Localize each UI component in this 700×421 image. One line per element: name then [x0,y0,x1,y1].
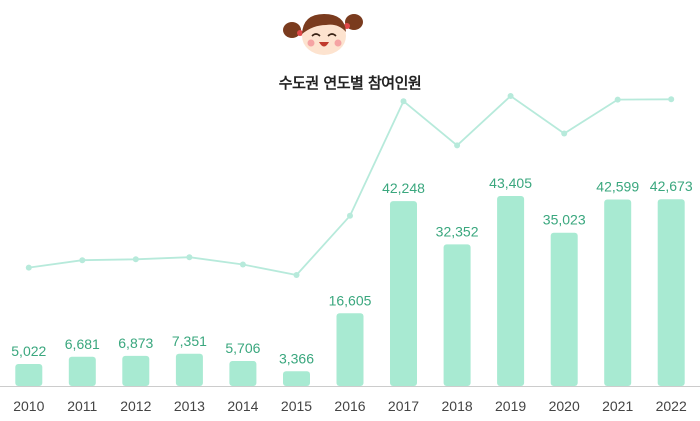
bar-2022 [657,199,685,386]
line-point-2015 [293,272,300,278]
bar-2014 [229,361,257,386]
x-tick-2016: 2016 [334,398,365,414]
line-point-2022 [668,96,675,103]
x-tick-2013: 2013 [174,398,205,414]
data-label-2020: 35,023 [543,212,586,228]
bar-2021 [604,199,632,386]
bar-2012 [122,355,150,386]
line-point-2019 [507,93,514,99]
bar-2010 [15,364,43,386]
data-label-2022: 42,673 [650,178,693,194]
data-label-2010: 5,022 [11,343,46,359]
data-label-2018: 32,352 [436,223,479,239]
data-label-2019: 43,405 [489,175,532,191]
data-label-2021: 42,599 [596,179,639,195]
bar-2013 [175,353,203,386]
bar-2015 [283,371,310,386]
bar-2019 [497,196,525,386]
data-label-2011: 6,681 [65,336,100,352]
data-label-2014: 5,706 [225,340,260,356]
x-tick-2012: 2012 [120,398,151,414]
line-point-2016 [347,212,353,219]
x-tick-2019: 2019 [495,398,526,414]
girl-face-icon [283,14,363,55]
line-point-2012 [132,256,139,263]
x-tick-2011: 2011 [67,398,97,414]
bar-2017 [390,201,417,386]
line-point-2018 [454,142,461,149]
line-point-2011 [79,257,86,264]
line-point-2013 [186,254,193,261]
bar-2018 [443,244,471,386]
line-point-2014 [239,261,246,268]
x-tick-2020: 2020 [549,398,580,414]
chart-title: 수도권 연도별 참여인원 [278,74,422,92]
data-label-2016: 16,605 [329,292,372,308]
data-label-2017: 42,248 [382,180,425,196]
line-point-2020 [561,130,568,137]
x-tick-2017: 2017 [388,398,419,414]
line-point-2021 [614,96,621,103]
bar-2020 [550,232,578,386]
x-tick-2010: 2010 [13,398,44,414]
line-point-2017 [400,98,407,105]
bar-2011 [68,356,96,386]
bar-2016 [336,313,364,386]
data-label-2012: 6,873 [118,335,153,351]
data-label-2013: 7,351 [172,333,207,349]
x-tick-2021: 2021 [602,398,633,414]
line-point-2010 [25,264,32,271]
data-label-2015: 3,366 [279,350,314,366]
x-tick-2022: 2022 [656,398,687,414]
x-tick-2014: 2014 [227,398,258,414]
x-tick-2015: 2015 [281,398,312,414]
x-tick-2018: 2018 [442,398,473,414]
